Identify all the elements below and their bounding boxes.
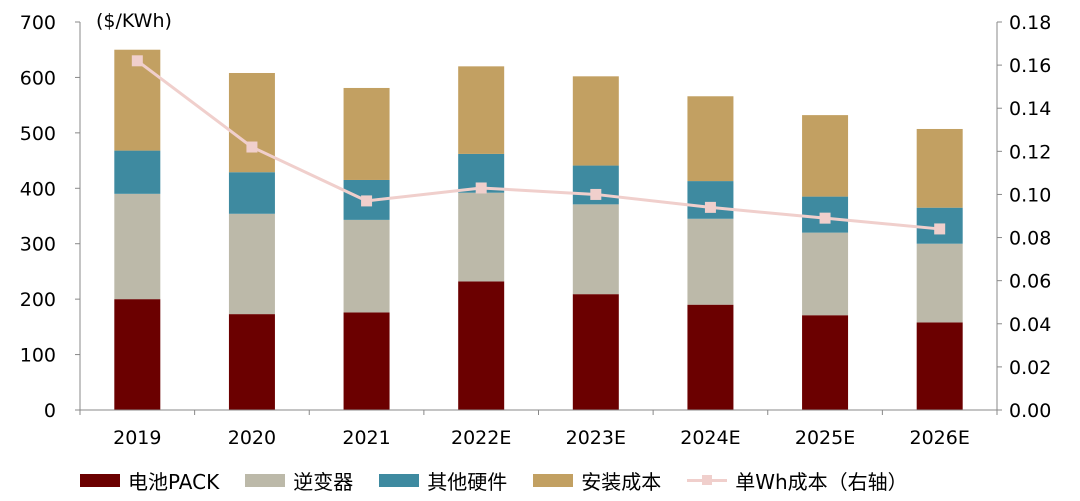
bar-segment <box>228 213 275 315</box>
bar-segment <box>228 72 275 173</box>
line-point <box>704 201 716 213</box>
x-tick-label: 2021 <box>342 427 390 449</box>
x-tick-label: 2023E <box>566 427 626 449</box>
bar-segment <box>802 315 849 410</box>
legend-swatch <box>533 474 574 487</box>
bar-segment <box>687 218 734 305</box>
line-point <box>590 188 602 200</box>
x-tick-label: 2020 <box>228 427 276 449</box>
left-tick-label: 400 <box>20 178 56 200</box>
legend-swatch <box>80 474 120 487</box>
x-tick-label: 2022E <box>451 427 511 449</box>
legend-item: 其他硬件 <box>379 466 507 495</box>
bar-segment <box>343 219 390 313</box>
bar-segment <box>114 49 161 151</box>
right-tick-label: 0.00 <box>1009 400 1051 422</box>
legend-label: 其他硬件 <box>427 470 508 494</box>
bar-segment <box>458 281 505 410</box>
bar-layer <box>114 49 963 410</box>
bar-segment <box>802 115 849 197</box>
bar-segment <box>916 322 963 410</box>
legend: 电池PACK 逆变器 其他硬件 安装成本 单Wh成本（右轴） <box>80 466 934 495</box>
legend-label: 逆变器 <box>293 470 354 494</box>
legend-item: 电池PACK <box>80 466 219 495</box>
legend-swatch <box>379 474 420 487</box>
legend-item: 单Wh成本（右轴） <box>687 466 908 495</box>
bar-segment <box>572 76 619 166</box>
left-tick-label: 300 <box>20 234 56 256</box>
line-point <box>131 55 143 67</box>
legend-label: 安装成本 <box>581 470 662 494</box>
right-tick-label: 0.14 <box>1009 98 1051 120</box>
left-tick-label: 200 <box>20 289 56 311</box>
bar-segment <box>343 312 390 410</box>
right-tick-label: 0.10 <box>1009 184 1051 206</box>
right-tick-label: 0.04 <box>1009 314 1051 336</box>
legend-swatch <box>245 474 286 487</box>
left-tick-label: 100 <box>20 345 56 367</box>
legend-label: 电池PACK <box>128 470 220 494</box>
left-axis-unit: ($/KWh) <box>96 10 172 32</box>
line-point <box>361 195 373 207</box>
bar-segment <box>687 181 734 219</box>
bar-segment <box>458 192 505 282</box>
line-point <box>934 223 946 235</box>
right-tick-label: 0.08 <box>1009 228 1051 250</box>
legend-line-marker <box>687 474 728 487</box>
legend-item: 逆变器 <box>245 466 353 495</box>
bar-segment <box>228 172 275 214</box>
line-layer <box>131 55 946 235</box>
x-tick-label: 2019 <box>113 427 161 449</box>
bar-segment <box>916 128 963 208</box>
x-tick-label: 2024E <box>680 427 740 449</box>
line-point <box>819 212 831 224</box>
right-tick-label: 0.16 <box>1009 55 1051 77</box>
line-point <box>246 141 258 153</box>
left-tick-label: 500 <box>20 123 56 145</box>
legend-label: 单Wh成本（右轴） <box>735 470 908 494</box>
bar-segment <box>572 294 619 410</box>
bar-segment <box>458 66 505 154</box>
bar-segment <box>687 304 734 410</box>
right-tick-label: 0.06 <box>1009 271 1051 293</box>
line-series <box>136 59 940 231</box>
bar-segment <box>114 150 161 194</box>
legend-item: 安装成本 <box>533 466 661 495</box>
bar-segment <box>802 232 849 316</box>
axes-layer: 0 100 200 300 400 500 600 700 0.00 0.02 0.04 0.06 0.… <box>20 10 1052 449</box>
right-tick-label: 0.02 <box>1009 357 1051 379</box>
bar-segment <box>916 243 963 323</box>
bar-segment <box>343 87 390 180</box>
x-tick-label: 2026E <box>910 427 970 449</box>
bar-segment <box>114 193 161 300</box>
line-point <box>475 182 487 194</box>
bar-segment <box>572 204 619 295</box>
bar-segment <box>687 96 734 182</box>
left-tick-label: 700 <box>20 12 56 34</box>
left-tick-label: 600 <box>20 67 56 89</box>
bar-segment <box>114 299 161 410</box>
left-tick-label: 0 <box>44 400 56 422</box>
x-tick-label: 2025E <box>795 427 855 449</box>
bar-segment <box>228 314 275 410</box>
right-tick-label: 0.12 <box>1009 141 1051 163</box>
right-tick-label: 0.18 <box>1009 12 1051 34</box>
